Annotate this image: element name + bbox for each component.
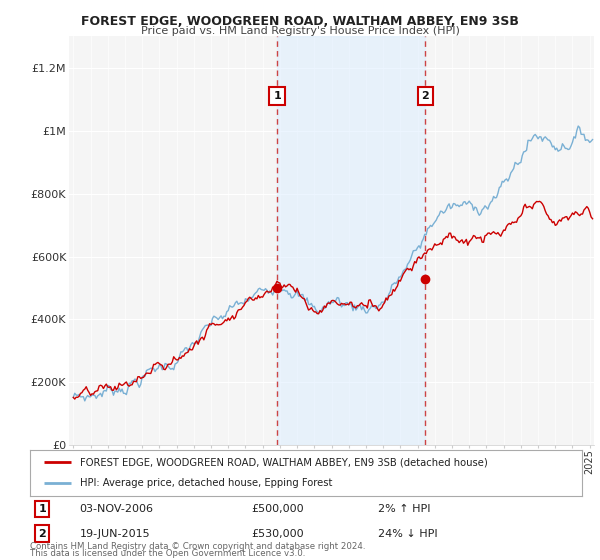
Text: HPI: Average price, detached house, Epping Forest: HPI: Average price, detached house, Eppi… xyxy=(80,478,332,488)
Text: £530,000: £530,000 xyxy=(251,529,304,539)
Text: 2% ↑ HPI: 2% ↑ HPI xyxy=(378,504,430,514)
Text: FOREST EDGE, WOODGREEN ROAD, WALTHAM ABBEY, EN9 3SB: FOREST EDGE, WOODGREEN ROAD, WALTHAM ABB… xyxy=(81,15,519,27)
Text: 03-NOV-2006: 03-NOV-2006 xyxy=(80,504,154,514)
Text: 1: 1 xyxy=(273,91,281,101)
Text: £500,000: £500,000 xyxy=(251,504,304,514)
Text: 1: 1 xyxy=(38,504,46,514)
Text: 2: 2 xyxy=(422,91,430,101)
Text: This data is licensed under the Open Government Licence v3.0.: This data is licensed under the Open Gov… xyxy=(30,549,305,558)
Bar xyxy=(277,36,425,445)
Text: 19-JUN-2015: 19-JUN-2015 xyxy=(80,529,151,539)
Text: 2: 2 xyxy=(38,529,46,539)
Text: 24% ↓ HPI: 24% ↓ HPI xyxy=(378,529,437,539)
Text: Price paid vs. HM Land Registry's House Price Index (HPI): Price paid vs. HM Land Registry's House … xyxy=(140,26,460,36)
Text: FOREST EDGE, WOODGREEN ROAD, WALTHAM ABBEY, EN9 3SB (detached house): FOREST EDGE, WOODGREEN ROAD, WALTHAM ABB… xyxy=(80,457,487,467)
Text: Contains HM Land Registry data © Crown copyright and database right 2024.: Contains HM Land Registry data © Crown c… xyxy=(30,542,365,551)
